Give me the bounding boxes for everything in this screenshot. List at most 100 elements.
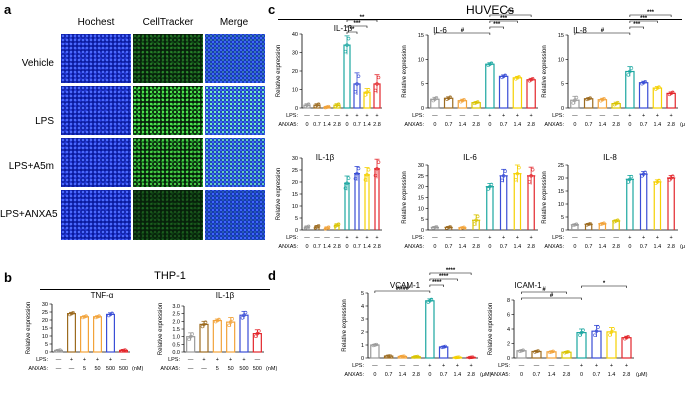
chart-c6-pt-2-0 [599,222,603,227]
chart-c2-sig-bracket-1 [489,26,504,29]
chart-b2-pt-5-0 [254,334,258,338]
chart-c5-pt-7-1 [529,174,533,178]
chart-c4-pt-5-1 [355,171,359,176]
chart-c2-sig-label-2: *** [500,16,508,22]
chart-c3-pt-5-2 [643,79,647,84]
chart-c6-title: IL-8 [603,153,617,162]
chart-c4-lps-7: + [375,235,378,241]
chart-b2-anxa5-3: 50 [228,366,234,372]
chart-b2-pt-1-0 [200,324,205,329]
chart-c5-anxa5-label: ANXA5: [404,244,424,250]
chart-c1-ytick-label-2: 20 [292,69,298,75]
chart-b2-ytick-label-0: 0.0 [172,350,180,356]
chart-c4-pt-6-0 [363,178,368,182]
chart-c3-anxa5-2: 1.4 [599,122,607,128]
chart-c2-anxa5-label: ANXA5: [404,122,424,128]
chart-d2-pt-1-0 [533,350,537,354]
chart-c6-pt-4-1 [628,177,632,182]
chart-c3-anxa5-1: 0.7 [585,122,593,128]
chart-d1-ytick-label-0: 0 [361,356,364,362]
chart-d1-pt-2-0 [399,355,403,359]
chart-d2-unit: (μM) [636,372,648,378]
chart-c3-sig-label-3: *** [647,10,655,16]
chart-b1-lps-label: LPS: [36,357,48,363]
chart-d1-lps-7: + [470,363,473,369]
chart-b1-lps-4: + [109,357,112,363]
chart-d1-ytick-label-3: 3 [361,317,364,323]
huvecs-divider [278,19,682,20]
chart-b1-pt-5-2 [123,348,127,352]
chart-b2-pt-1-2 [203,320,208,324]
chart-c3-sig-bracket-3 [629,14,672,17]
chart-c5-pt-2-2 [462,225,466,230]
chart-c6-ytick-label-3: 15 [558,189,564,195]
micro-image-r1-c0 [60,85,132,136]
chart-c6-anxa5-7: 2.8 [667,244,675,250]
chart-b1-ylabel: Relative expression [26,302,32,354]
chart-d1-anxa5-2: 1.4 [399,372,407,378]
chart-b2-ytick-label-1: 0.5 [172,342,180,348]
chart-d2-ytick-label-1: 2 [507,342,510,348]
chart-c1-pt-5-2 [356,74,361,78]
chart-d2-lps-6: + [610,363,613,369]
chart-b2-anxa5-4: 500 [239,366,248,372]
chart-c4-ytick-label-6: 30 [292,156,298,162]
chart-c5-anxa5-6: 1.4 [514,244,522,250]
chart-c3-title: IL-8 [573,26,587,35]
chart-c2-lps-4: + [488,113,491,119]
chart-d1-pt-7-2 [471,355,475,359]
panel-letter-d: d [268,268,276,283]
chart-c2-bar-5 [498,75,509,109]
chart-b1-title: TNF-α [91,291,114,300]
chart-d1-anxa5-1: 0.7 [385,372,393,378]
chart-c5-lps-4: + [488,235,491,241]
chart-b1-anxa5-3: 50 [94,366,100,372]
chart-c4-pt-4-1 [345,181,349,185]
chart-c1-pt-6-1 [365,90,369,94]
chart-c6-pt-0-2 [574,222,579,226]
chart-c1-ytick-label-0: 0 [295,106,298,112]
chart-c5-pt-5-2 [503,169,507,173]
chart-c1-ytick-label-3: 30 [292,51,298,57]
chart-c1-sig-label-0: ** [350,27,355,33]
chart-c6-ylabel: Relative expression [542,171,548,223]
chart-c6-pt-0-0 [571,223,575,228]
chart-c6-pt-5-2 [643,170,647,174]
chart-b2-pt-2-2 [217,317,221,322]
chart-c4-title: IL-1β [316,153,335,162]
micro-image-r0-c0 [60,33,132,84]
chart-c6-anxa5-0: 0 [573,244,576,250]
chart-b1-ytick-label-0: 0 [45,350,48,356]
panel-letter-a: a [4,2,12,17]
chart-c1-ytick-label-1: 10 [292,88,298,94]
chart-b1-unit: (nM) [132,366,143,372]
chart-b2-pt-4-0 [240,316,245,320]
chart-d1-lps-3: — [413,363,419,369]
chart-b2-pt-0-1 [188,334,193,339]
chart-c6-pt-7-2 [671,174,675,178]
chart-c1-pt-2-0 [323,105,328,110]
chart-c3-lps-3: — [613,113,619,119]
chart-c2-anxa5-4: 0 [488,122,491,128]
chart-b2-bar-2 [212,319,222,353]
chart-c5-anxa5-0: 0 [433,244,436,250]
chart-c2-ytick-label-1: 5 [421,82,424,88]
chart-d1-pt-2-1 [400,354,405,359]
chart-b2-anxa5-1: — [201,366,207,372]
chart-d2-pt-0-1 [519,349,524,353]
micro-image-r0-c2 [204,33,266,84]
chart-b1-anxa5-2: 5 [83,366,86,372]
chart-d1-pt-7-0 [467,355,472,360]
chart-d2-ylabel: Relative expression [488,303,494,355]
chart-c5-lps-2: — [460,235,466,241]
chart-c5-pt-4-1 [488,184,492,189]
chart-c4-lps-1: — [314,235,320,241]
chart-d1-pt-0-2 [374,342,379,347]
chart-c4-lps-0: — [304,235,310,241]
micro-row-vehicle: Vehicle [21,58,54,69]
micro-image-r2-c2 [204,137,266,188]
chart-b2-anxa5-5: 500 [253,366,262,372]
chart-b1-bar-1 [66,313,76,353]
chart-d1-pt-3-2 [416,354,420,359]
chart-c3-anxa5-label: ANXA5: [544,122,564,128]
